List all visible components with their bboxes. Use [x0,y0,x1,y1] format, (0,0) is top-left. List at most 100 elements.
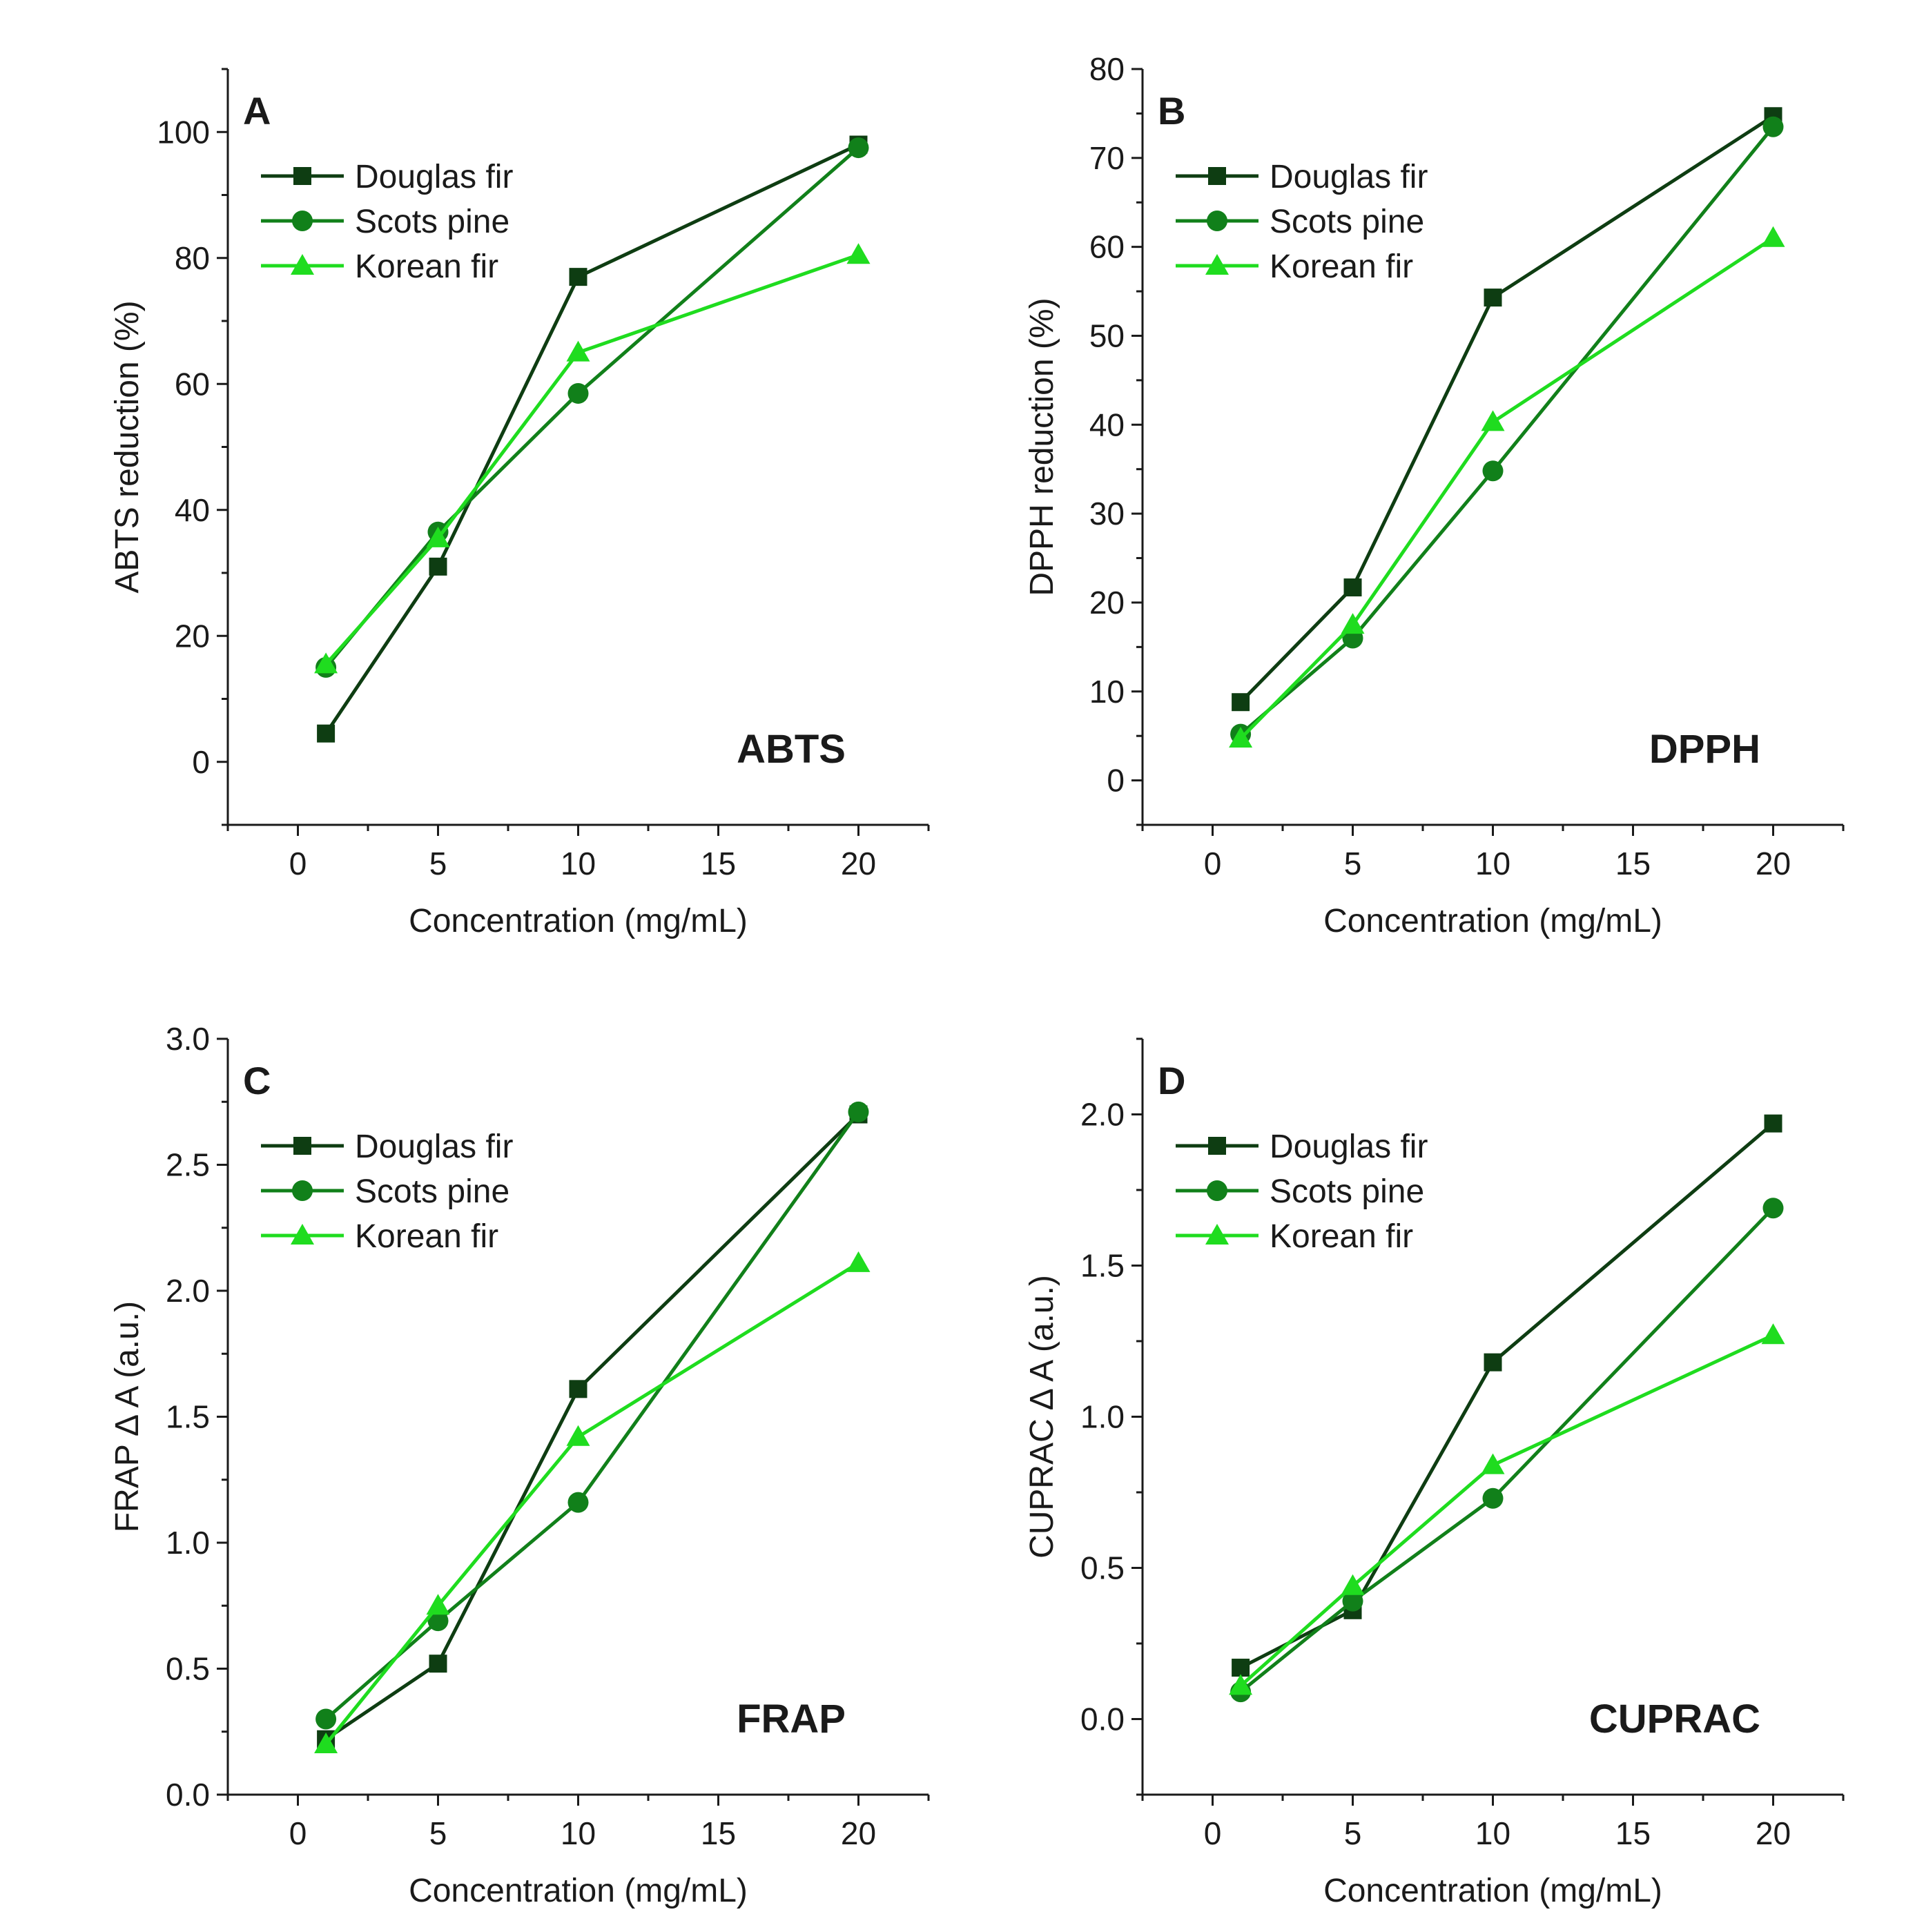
data-point-korean-fir [1761,226,1785,247]
legend-label-korean-fir: Korean fir [1270,248,1413,285]
panel-title: ABTS [737,727,846,772]
x-tick-label: 20 [841,846,876,881]
legend-label-douglas-fir: Douglas fir [1270,159,1428,195]
x-tick-label: 15 [1615,1815,1651,1851]
data-point-korean-fir [1481,410,1505,431]
legend-marker-korean-fir [291,1224,314,1245]
data-point-douglas-fir [1484,289,1502,307]
legend-marker-scots-pine [292,211,313,231]
series-line-korean-fir [324,1261,859,1746]
legend-label-douglas-fir: Douglas fir [355,159,513,195]
data-point-scots-pine [848,137,869,159]
x-tick-label: 0 [1204,846,1222,881]
data-point-scots-pine [1482,460,1504,482]
legend-marker-korean-fir [1205,254,1229,275]
series-line-douglas-fir [324,1113,860,1741]
legend-label-korean-fir: Korean fir [1270,1218,1413,1255]
x-axis-label: Concentration (mg/mL) [409,1873,748,1909]
y-tick-label: 1.5 [166,1399,210,1435]
data-point-korean-fir [1481,1453,1505,1474]
series-line-scots-pine [324,1111,860,1721]
chart-panel-a: 0 5 10 15 20 0 20 40 60 80 100 Concentration (mg/mL… [109,68,930,939]
x-tick-label: 0 [289,846,307,881]
data-point-korean-fir [566,340,590,362]
data-point-douglas-fir [1232,1659,1250,1677]
panel-letter: B [1158,89,1185,133]
data-point-korean-fir [846,1251,871,1272]
y-tick-label: 2.0 [1080,1097,1125,1133]
y-tick-label: 100 [157,114,210,150]
legend-marker-korean-fir [1205,1224,1229,1245]
data-point-scots-pine [567,1492,589,1513]
data-point-korean-fir [566,1425,590,1446]
y-tick-label: 0.5 [1080,1550,1125,1586]
y-tick-label: 0 [1107,763,1125,799]
y-tick-label: 60 [1089,229,1125,265]
x-tick-label: 0 [289,1815,307,1851]
legend-label-scots-pine: Scots pine [355,204,509,240]
x-tick-label: 5 [1344,1815,1362,1851]
y-tick-label: 20 [175,618,210,654]
x-tick-label: 15 [1615,846,1651,881]
y-tick-label: 50 [1089,318,1125,353]
x-tick-label: 5 [429,1815,447,1851]
y-tick-label: 0.5 [166,1651,210,1687]
y-tick-label: 20 [1089,585,1125,621]
y-tick-label: 80 [1089,51,1125,87]
panel-title: DPPH [1649,727,1760,772]
y-axis-label: FRAP ∆ A (a.u.) [109,1301,146,1532]
data-point-scots-pine [1482,1487,1504,1509]
legend-label-korean-fir: Korean fir [355,248,498,285]
legend-label-scots-pine: Scots pine [1270,1173,1424,1210]
chart-panel-c: 0 5 10 15 20 0.0 0.5 1.0 1.5 2.0 2.5 3.0 Concentrati… [109,1021,930,1909]
y-axis-label: ABTS reduction (%) [109,300,146,593]
y-tick-label: 3.0 [166,1021,210,1057]
y-tick-label: 40 [1089,407,1125,442]
data-point-korean-fir [314,1733,338,1753]
y-tick-label: 1.0 [166,1525,210,1561]
data-point-korean-fir [846,243,871,264]
data-point-korean-fir [1761,1323,1785,1345]
data-point-douglas-fir [429,557,447,576]
series-line-douglas-fir [324,143,859,735]
y-tick-label: 40 [175,492,210,528]
data-point-douglas-fir [429,1655,447,1673]
y-tick-label: 60 [175,366,210,402]
x-tick-label: 10 [1475,846,1510,881]
panel-title: CUPRAC [1589,1697,1760,1741]
y-axis-label: CUPRAC ∆ A (a.u.) [1024,1275,1060,1559]
y-tick-label: 0 [192,744,210,780]
data-point-korean-fir [1229,727,1253,748]
data-point-korean-fir [314,652,338,674]
legend-label-douglas-fir: Douglas fir [355,1129,513,1165]
x-tick-label: 5 [1344,846,1362,881]
y-tick-label: 30 [1089,496,1125,531]
legend-label-douglas-fir: Douglas fir [1270,1129,1428,1165]
data-point-korean-fir [1229,1674,1253,1695]
data-point-scots-pine [1762,116,1784,137]
y-tick-label: 10 [1089,674,1125,710]
x-tick-label: 0 [1204,1815,1222,1851]
data-point-korean-fir [1341,1574,1365,1595]
data-point-korean-fir [426,526,450,547]
data-point-scots-pine [1762,1198,1784,1219]
legend-marker-douglas-fir [1208,167,1226,185]
legend-marker-scots-pine [1207,1180,1227,1201]
data-point-douglas-fir [317,724,336,743]
series-line-korean-fir [1239,1333,1774,1688]
y-tick-label: 1.5 [1080,1248,1125,1284]
series-line-korean-fir [1239,236,1774,740]
legend-label-korean-fir: Korean fir [355,1218,498,1255]
data-point-scots-pine [1342,1590,1363,1612]
x-axis-label: Concentration (mg/mL) [1323,1873,1662,1909]
data-point-douglas-fir [569,1380,587,1398]
x-tick-label: 10 [561,1815,596,1851]
data-point-douglas-fir [1484,1353,1502,1372]
panel-letter: D [1158,1059,1185,1102]
x-tick-label: 10 [561,846,596,881]
data-point-korean-fir [426,1594,450,1615]
chart-panel-d: 0 5 10 15 20 0.0 0.5 1.0 1.5 2.0 Concentration (mg… [1024,1037,1845,1909]
x-axis-label: Concentration (mg/mL) [1323,903,1662,939]
data-point-scots-pine [567,382,589,404]
x-tick-label: 10 [1475,1815,1510,1851]
